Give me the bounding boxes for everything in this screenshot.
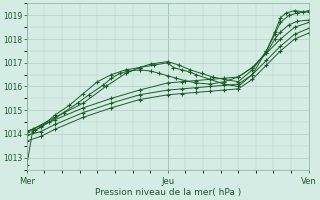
- X-axis label: Pression niveau de la mer( hPa ): Pression niveau de la mer( hPa ): [95, 188, 241, 197]
